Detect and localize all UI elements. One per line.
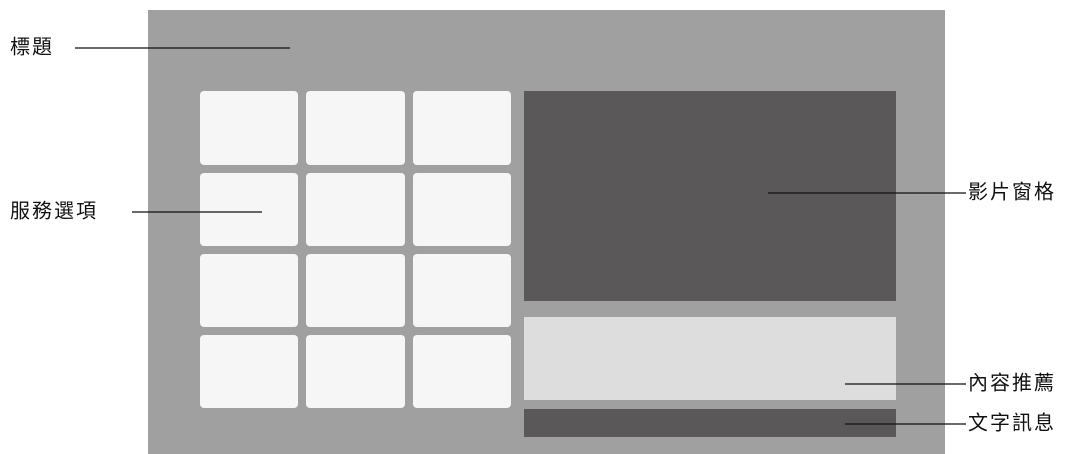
service-grid xyxy=(200,91,511,408)
service-tile xyxy=(306,173,405,246)
label: 影片窗格 xyxy=(968,180,1056,204)
video-pane xyxy=(524,91,896,301)
label: 服務選項 xyxy=(10,199,98,223)
service-tile xyxy=(306,91,405,165)
service-tile xyxy=(200,335,298,408)
label: 標題 xyxy=(10,35,54,59)
service-tile xyxy=(200,173,298,246)
message-pane xyxy=(524,409,896,437)
recommend-pane xyxy=(524,317,896,400)
label: 文字訊息 xyxy=(968,411,1056,435)
service-tile xyxy=(413,335,511,408)
service-tile xyxy=(413,91,511,165)
service-tile xyxy=(200,254,298,327)
service-tile xyxy=(306,254,405,327)
service-tile xyxy=(306,335,405,408)
label: 內容推薦 xyxy=(968,371,1056,395)
service-tile xyxy=(413,173,511,246)
service-tile xyxy=(413,254,511,327)
service-tile xyxy=(200,91,298,165)
